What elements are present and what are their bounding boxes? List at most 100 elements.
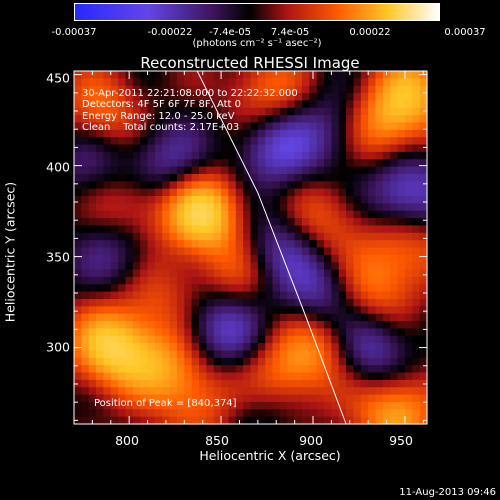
heatmap-cell — [397, 203, 406, 212]
heatmap-cell — [199, 365, 207, 374]
heatmap-cell — [272, 166, 281, 175]
heatmap-cell — [206, 85, 215, 94]
heatmap-cell — [324, 166, 332, 175]
heatmap-cell — [301, 365, 310, 374]
heatmap-cell — [346, 151, 355, 160]
heatmap-cell — [110, 291, 119, 300]
heatmap-cell — [360, 269, 369, 278]
heatmap-cell — [184, 379, 193, 388]
heatmap-cell — [169, 225, 178, 234]
heatmap-cell — [103, 291, 112, 300]
heatmap-cell — [235, 129, 244, 138]
heatmap-cell — [191, 71, 200, 79]
heatmap-cell — [397, 107, 406, 116]
heatmap-cell — [162, 210, 171, 219]
heatmap-cell — [331, 379, 340, 388]
heatmap-cell — [412, 107, 421, 116]
heatmap-cell — [250, 173, 259, 182]
heatmap-cell — [228, 313, 237, 322]
heatmap-cell — [301, 247, 310, 256]
heatmap-cell — [419, 269, 428, 278]
heatmap-cell — [81, 240, 90, 249]
heatmap-cell — [169, 276, 178, 285]
heatmap-cell — [81, 115, 90, 124]
heatmap-cell — [250, 335, 259, 344]
heatmap-cell — [353, 387, 362, 396]
heatmap-cell — [140, 247, 149, 256]
heatmap-cell — [154, 115, 163, 124]
heatmap-cell — [162, 225, 171, 234]
heatmap-cell — [368, 196, 377, 204]
heatmap-cell — [140, 122, 149, 131]
heatmap-cell — [235, 298, 244, 307]
heatmap-cell — [169, 387, 178, 396]
heatmap-cell — [110, 166, 119, 175]
heatmap-cell — [272, 394, 281, 403]
heatmap-cell — [287, 188, 296, 197]
heatmap-cell — [206, 416, 215, 425]
heatmap-cell — [96, 343, 105, 352]
y-tick-label: 350 — [46, 249, 70, 265]
heatmap-cell — [265, 321, 274, 329]
heatmap-cell — [176, 365, 185, 374]
heatmap-cell — [81, 107, 90, 116]
heatmap-cell — [382, 100, 391, 109]
heatmap-cell — [324, 409, 332, 418]
heatmap-cell — [301, 188, 310, 197]
heatmap-cell — [294, 313, 303, 322]
heatmap-cell — [404, 372, 413, 381]
heatmap-cell — [265, 269, 274, 278]
heatmap-cell — [191, 247, 200, 256]
heatmap-cell — [265, 379, 274, 388]
heatmap-cell — [375, 394, 384, 403]
heatmap-cell — [382, 85, 391, 94]
heatmap-cell — [382, 254, 391, 263]
heatmap-cell — [147, 379, 156, 388]
heatmap-cell — [206, 188, 215, 197]
heatmap-cell — [74, 262, 82, 271]
heatmap-cell — [132, 365, 141, 374]
heatmap-cell — [81, 262, 90, 271]
heatmap-cell — [96, 137, 105, 146]
heatmap-cell — [147, 122, 156, 131]
heatmap-cell — [169, 409, 178, 418]
heatmap-cell — [346, 225, 355, 234]
heatmap-cell — [235, 328, 244, 337]
heatmap-cell — [404, 254, 413, 263]
heatmap-cell — [110, 365, 119, 374]
heatmap-cell — [301, 129, 310, 138]
heatmap-cell — [118, 365, 127, 374]
heatmap-cell — [397, 122, 406, 131]
heatmap-cell — [324, 365, 332, 374]
heatmap-cell — [309, 122, 318, 131]
heatmap-cell — [184, 218, 193, 227]
heatmap-cell — [243, 247, 252, 256]
heatmap-cell — [346, 365, 355, 374]
heatmap-cell — [162, 137, 171, 146]
heatmap-cell — [132, 181, 141, 190]
heatmap-cell — [81, 291, 90, 300]
heatmap-cell — [125, 365, 134, 374]
heatmap-cell — [390, 71, 399, 79]
heatmap-cell — [390, 188, 399, 197]
heatmap-cell — [397, 151, 406, 160]
heatmap-cell — [96, 306, 105, 315]
heatmap-cell — [412, 196, 421, 204]
heatmap-cell — [338, 210, 347, 219]
heatmap-cell — [316, 401, 325, 410]
heatmap-cell — [88, 188, 97, 197]
heatmap-cell — [74, 321, 82, 329]
heatmap-cell — [154, 100, 163, 109]
heatmap-cell — [132, 335, 141, 344]
heatmap-cell — [74, 173, 82, 182]
heatmap-cell — [419, 328, 428, 337]
heatmap-cell — [118, 100, 127, 109]
heatmap-cell — [132, 357, 141, 366]
heatmap-cell — [265, 335, 274, 344]
heatmap-cell — [331, 78, 340, 87]
heatmap-cell — [324, 115, 332, 124]
heatmap-cell — [301, 262, 310, 271]
heatmap-cell — [176, 188, 185, 197]
heatmap-cell — [419, 166, 428, 175]
heatmap-cell — [257, 401, 266, 410]
